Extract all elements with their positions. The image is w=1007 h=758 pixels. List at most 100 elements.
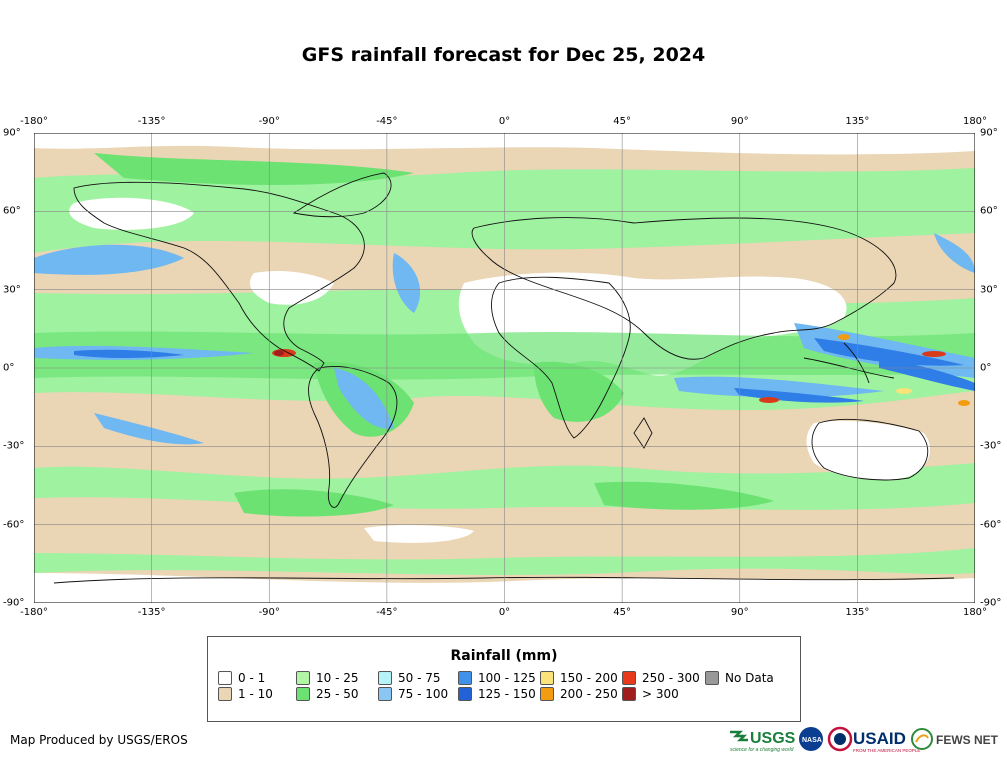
- legend-swatch: [458, 671, 472, 685]
- lon-tick-label: 45°: [613, 607, 631, 618]
- lon-tick-label: 90°: [730, 116, 749, 127]
- lat-tick-label: 90°: [980, 127, 998, 139]
- legend-title: Rainfall (mm): [450, 648, 558, 664]
- lon-tick-label: 90°: [730, 607, 749, 618]
- lat-tick-label: -30°: [980, 440, 1002, 452]
- lat-tick-label: 0°: [980, 362, 992, 374]
- fewsnet-logo: FEWS NET: [911, 728, 999, 750]
- legend-swatch: [705, 671, 719, 685]
- legend-swatch: [378, 671, 392, 685]
- svg-text:USAID: USAID: [853, 729, 906, 748]
- svg-text:science for a changing world: science for a changing world: [730, 747, 794, 753]
- legend: Rainfall (mm) 0 - 1 1 - 10 10 - 25 25 - 50 5…: [207, 636, 801, 722]
- lon-tick-label: 0°: [498, 116, 511, 127]
- nasa-logo: NASA: [799, 727, 823, 751]
- legend-label: 75 - 100: [398, 687, 449, 701]
- legend-label: 0 - 1: [238, 671, 266, 685]
- lat-tick-label: 0°: [3, 362, 15, 374]
- coastlines: [53, 172, 955, 584]
- legend-label: 50 - 75: [398, 671, 441, 685]
- lon-tick-label: -180°: [20, 116, 48, 127]
- lon-tick-label: 45°: [613, 116, 631, 127]
- madagascar-outline: [633, 417, 653, 449]
- credit-text: Map Produced by USGS/EROS: [10, 733, 188, 747]
- map-canvas: [33, 132, 976, 604]
- lon-tick-label: 135°: [845, 607, 870, 618]
- lat-tick-label: -60°: [3, 519, 25, 531]
- rainfall-map: [33, 132, 976, 604]
- lat-tick-label: 60°: [3, 205, 21, 217]
- legend-item: 125 - 150: [458, 687, 536, 701]
- legend-label: 125 - 150: [478, 687, 536, 701]
- lat-tick-label: 90°: [3, 127, 21, 139]
- legend-item: No Data: [705, 671, 774, 685]
- lat-tick-label: 30°: [3, 284, 21, 296]
- legend-swatch: [218, 687, 232, 701]
- lon-tick-label: 135°: [845, 116, 870, 127]
- legend-swatch: [540, 671, 554, 685]
- lat-tick-label: -90°: [980, 597, 1002, 609]
- legend-label: 200 - 250: [560, 687, 618, 701]
- legend-item: 50 - 75: [378, 671, 441, 685]
- legend-label: 10 - 25: [316, 671, 359, 685]
- lon-tick-label: -90°: [258, 116, 280, 127]
- lat-tick-label: -90°: [3, 597, 25, 609]
- svg-text:NASA: NASA: [802, 737, 822, 744]
- legend-swatch: [378, 687, 392, 701]
- legend-item: 150 - 200: [540, 671, 618, 685]
- legend-item: > 300: [622, 687, 679, 701]
- legend-label: > 300: [642, 687, 679, 701]
- legend-item: 25 - 50: [296, 687, 359, 701]
- lon-tick-label: -135°: [137, 116, 166, 127]
- africa-outline: [491, 276, 631, 439]
- legend-item: 200 - 250: [540, 687, 618, 701]
- logos: USGS science for a changing world NASA U…: [728, 724, 1000, 754]
- lon-tick-label: 180°: [962, 116, 988, 127]
- legend-label: 25 - 50: [316, 687, 359, 701]
- lat-tick-label: 60°: [980, 205, 998, 217]
- legend-swatch: [458, 687, 472, 701]
- usgs-logo: USGS science for a changing world: [730, 730, 796, 753]
- svg-text:FEWS NET: FEWS NET: [936, 733, 999, 747]
- legend-label: 1 - 10: [238, 687, 273, 701]
- legend-item: 250 - 300: [622, 671, 700, 685]
- map-title: GFS rainfall forecast for Dec 25, 2024: [301, 44, 706, 66]
- legend-item: 10 - 25: [296, 671, 359, 685]
- usaid-logo: USAID FROM THE AMERICAN PEOPLE: [827, 726, 920, 753]
- lat-tick-label: -60°: [980, 519, 1002, 531]
- legend-item: 100 - 125: [458, 671, 536, 685]
- lat-tick-label: 30°: [980, 284, 998, 296]
- legend-swatch: [296, 687, 310, 701]
- north-america-outline: [73, 181, 365, 372]
- lon-tick-label: -45°: [376, 116, 398, 127]
- south-america-outline: [308, 366, 398, 508]
- legend-label: 100 - 125: [478, 671, 536, 685]
- legend-label: No Data: [725, 671, 774, 685]
- legend-label: 250 - 300: [642, 671, 700, 685]
- lon-tick-label: 0°: [498, 607, 511, 618]
- very-heavy-rain: [74, 338, 975, 403]
- lon-tick-label: -90°: [258, 607, 280, 618]
- extreme-rain: [272, 334, 970, 406]
- legend-item: 0 - 1: [218, 671, 265, 685]
- australia-dry: [806, 421, 931, 480]
- graticule: [34, 133, 975, 603]
- svg-text:FROM THE AMERICAN PEOPLE: FROM THE AMERICAN PEOPLE: [853, 748, 920, 753]
- eurasia-outline: [471, 217, 897, 360]
- legend-swatch: [296, 671, 310, 685]
- lon-tick-label: -135°: [137, 607, 166, 618]
- legend-label: 150 - 200: [560, 671, 618, 685]
- legend-item: 1 - 10: [218, 687, 273, 701]
- lon-tick-label: -180°: [20, 607, 48, 618]
- lat-tick-label: -30°: [3, 440, 25, 452]
- legend-item: 75 - 100: [378, 687, 448, 701]
- partner-logos: USGS science for a changing world NASA U…: [730, 726, 999, 753]
- legend-swatch: [622, 687, 636, 701]
- legend-swatch: [540, 687, 554, 701]
- lon-tick-label: 180°: [962, 607, 988, 618]
- legend-swatch: [622, 671, 636, 685]
- legend-swatch: [218, 671, 232, 685]
- antarctica-outline: [53, 576, 955, 584]
- lon-tick-label: -45°: [376, 607, 398, 618]
- svg-text:USGS: USGS: [750, 730, 796, 747]
